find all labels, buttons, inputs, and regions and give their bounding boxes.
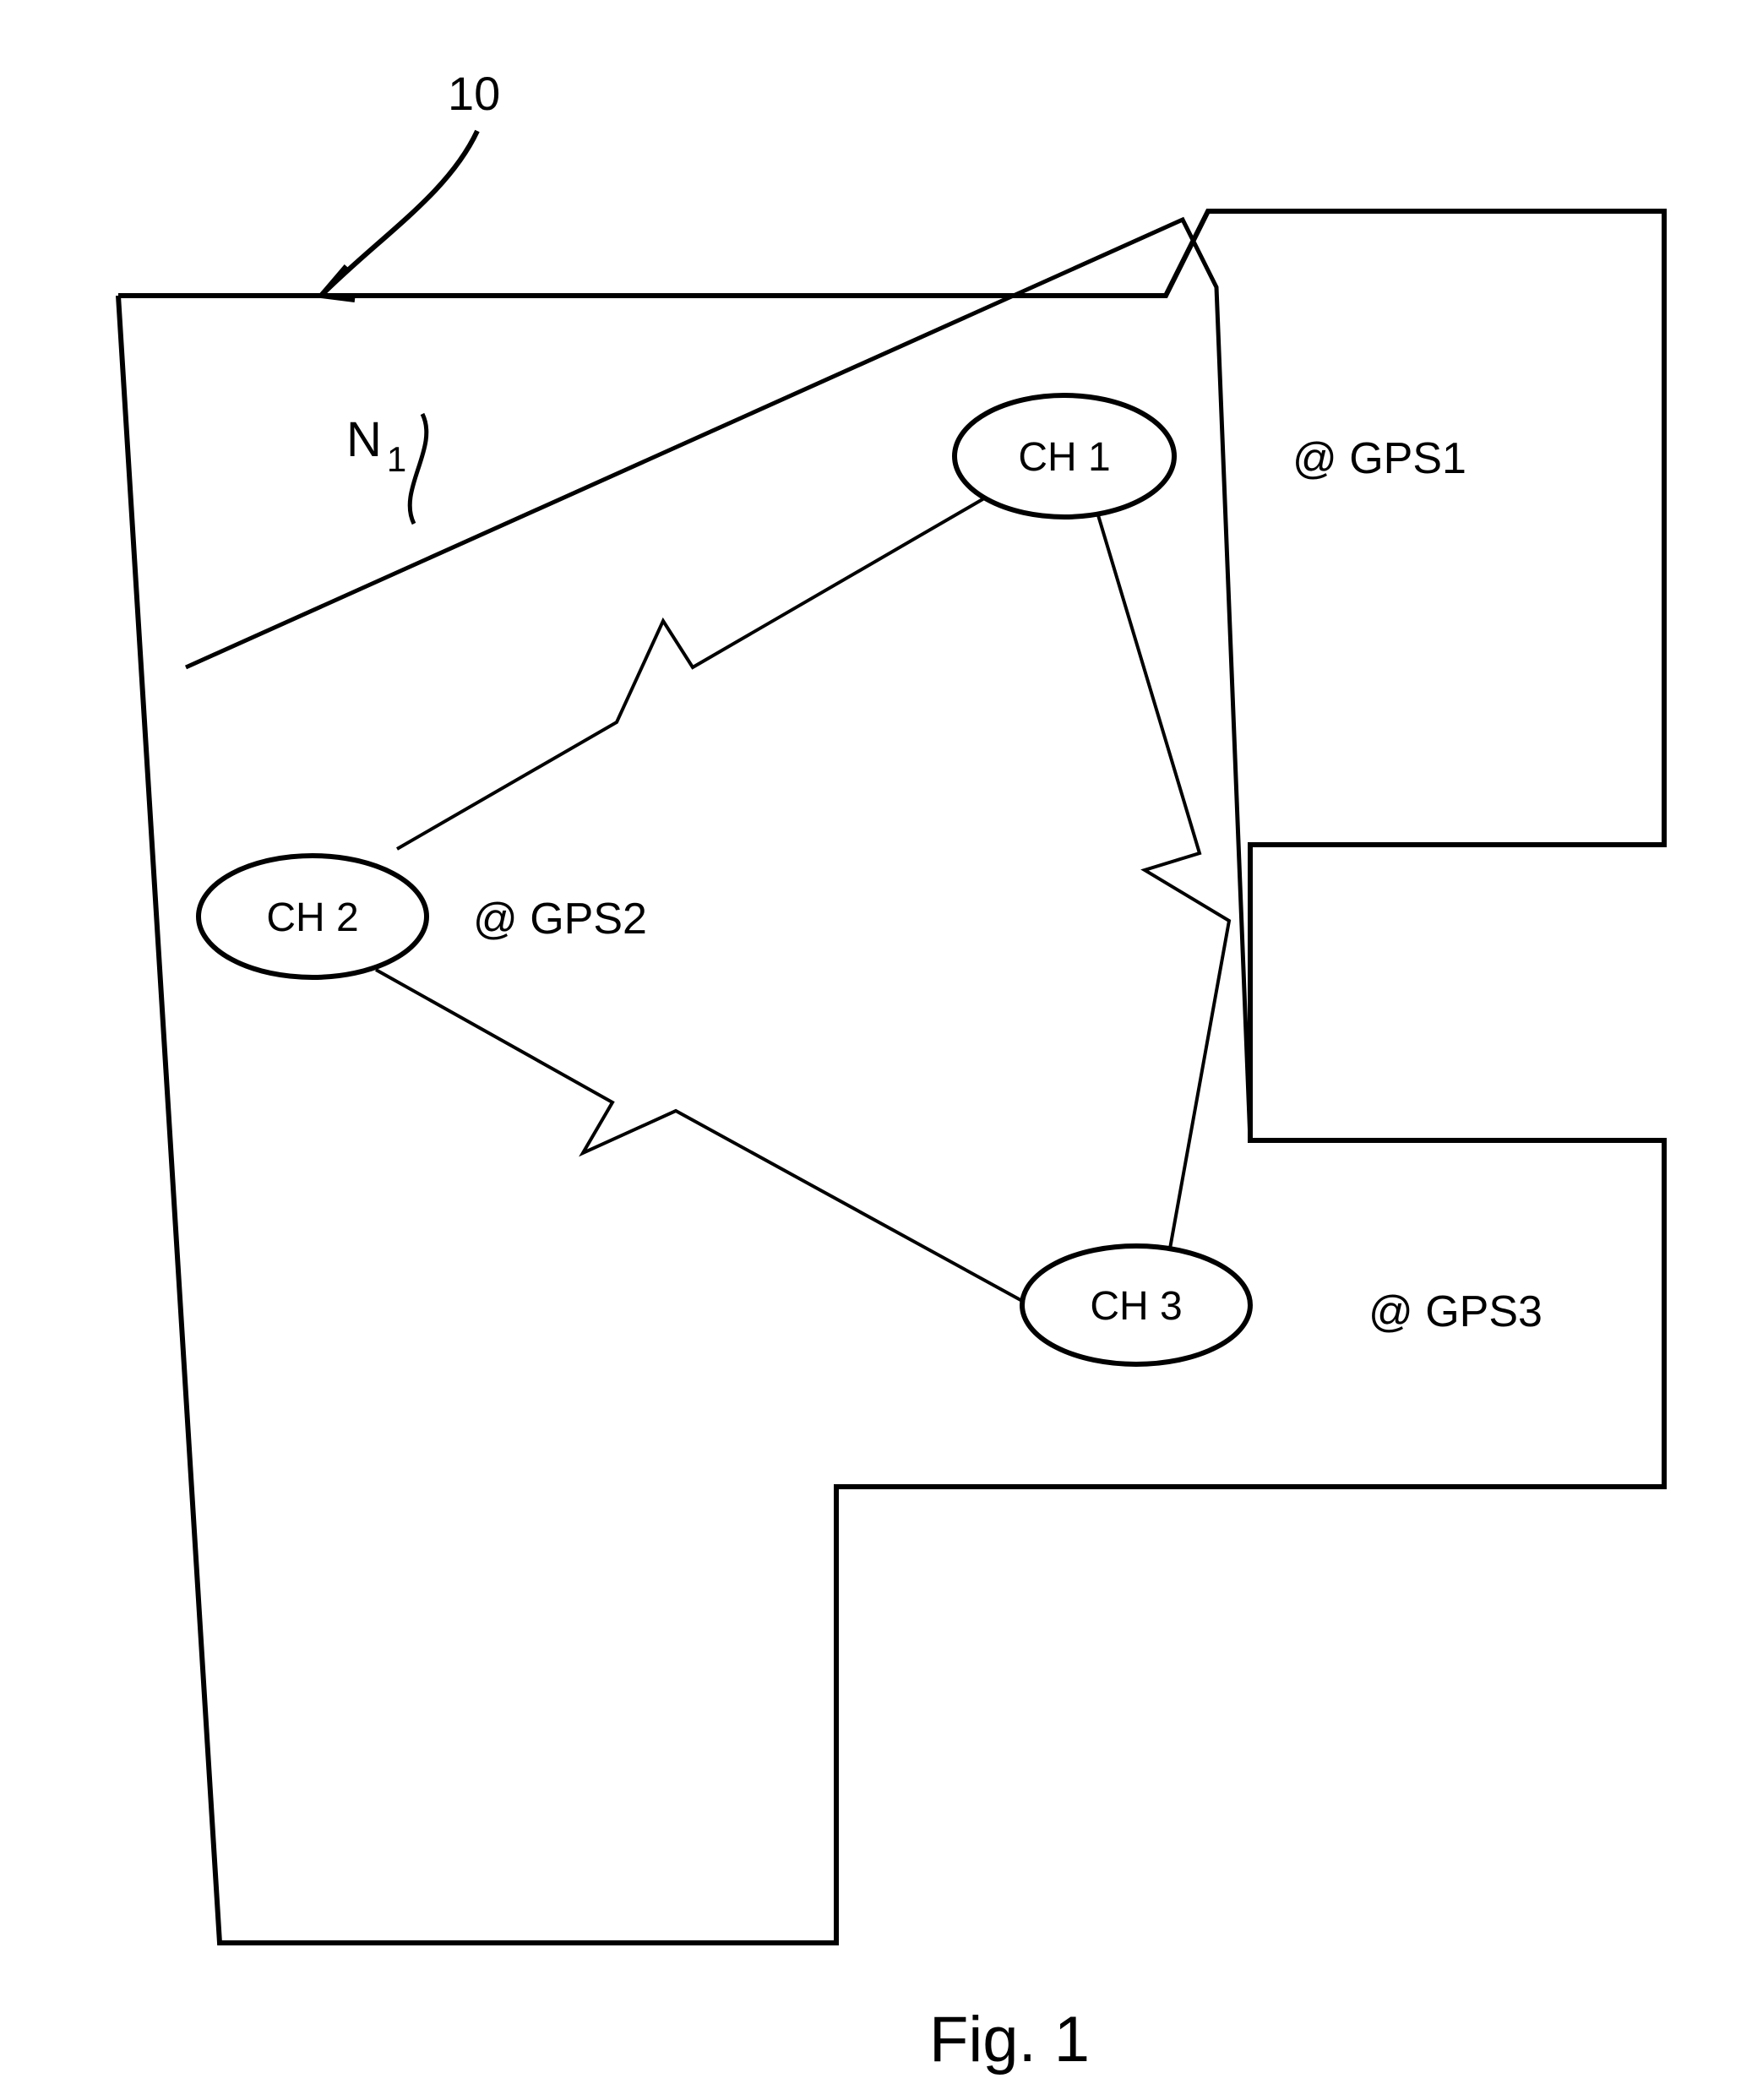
gps-annotation: @ GPS1 bbox=[1292, 434, 1466, 483]
inner-partition-line bbox=[186, 220, 1250, 1140]
figure-caption: Fig. 1 bbox=[929, 2004, 1090, 2076]
cluster-head-ch2: CH 2 @ GPS2 bbox=[199, 856, 647, 977]
cluster-head-ch3: CH 3 @ GPS3 bbox=[1022, 1246, 1543, 1364]
network-diagram: ch1-ch2 ch2-ch3 ch1-ch3 CH 1 @ GPS1 CH 2 @ GP… bbox=[0, 0, 1752, 2100]
cluster-head-ch1: CH 1 @ GPS1 bbox=[955, 395, 1466, 517]
wireless-link: ch2-ch3 bbox=[376, 970, 1022, 1301]
gps-annotation: @ GPS2 bbox=[473, 895, 647, 944]
gps-annotation: @ GPS3 bbox=[1368, 1287, 1543, 1336]
cluster-head-label: CH 1 bbox=[1018, 435, 1110, 480]
cluster-head-label: CH 2 bbox=[266, 895, 358, 940]
wireless-link: ch1-ch2 bbox=[397, 498, 984, 849]
wireless-link: ch1-ch3 bbox=[1098, 515, 1229, 1249]
network-label-tail bbox=[410, 414, 427, 524]
reference-number: 10 bbox=[448, 67, 500, 120]
network-label: N1 bbox=[346, 412, 406, 479]
cluster-head-label: CH 3 bbox=[1090, 1284, 1182, 1329]
